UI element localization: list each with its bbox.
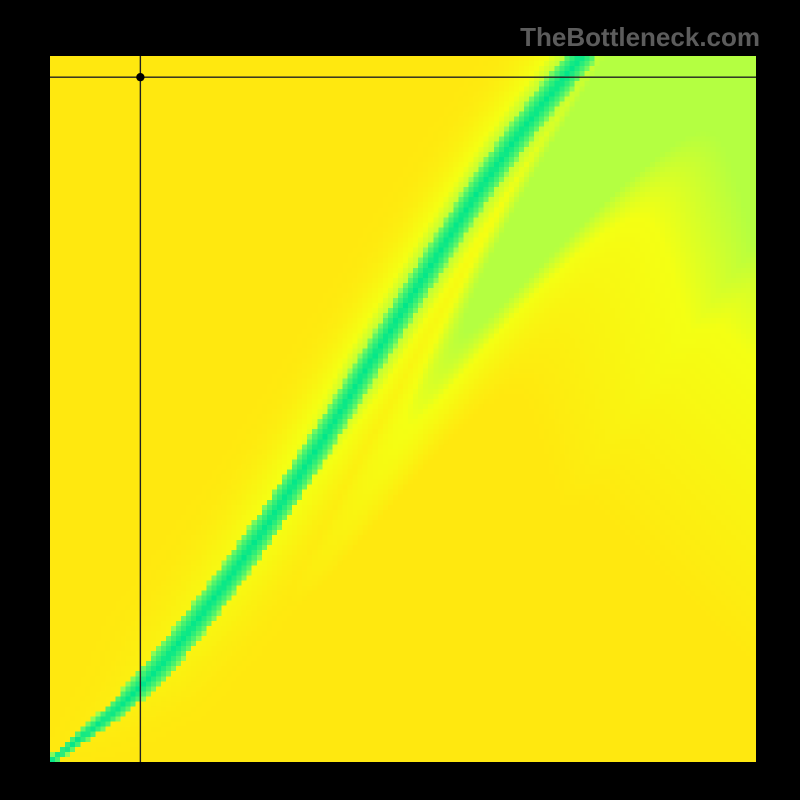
crosshair-marker [136, 73, 144, 81]
overlay-svg [0, 0, 800, 800]
watermark-text: TheBottleneck.com [520, 22, 760, 53]
chart-container: TheBottleneck.com [0, 0, 800, 800]
